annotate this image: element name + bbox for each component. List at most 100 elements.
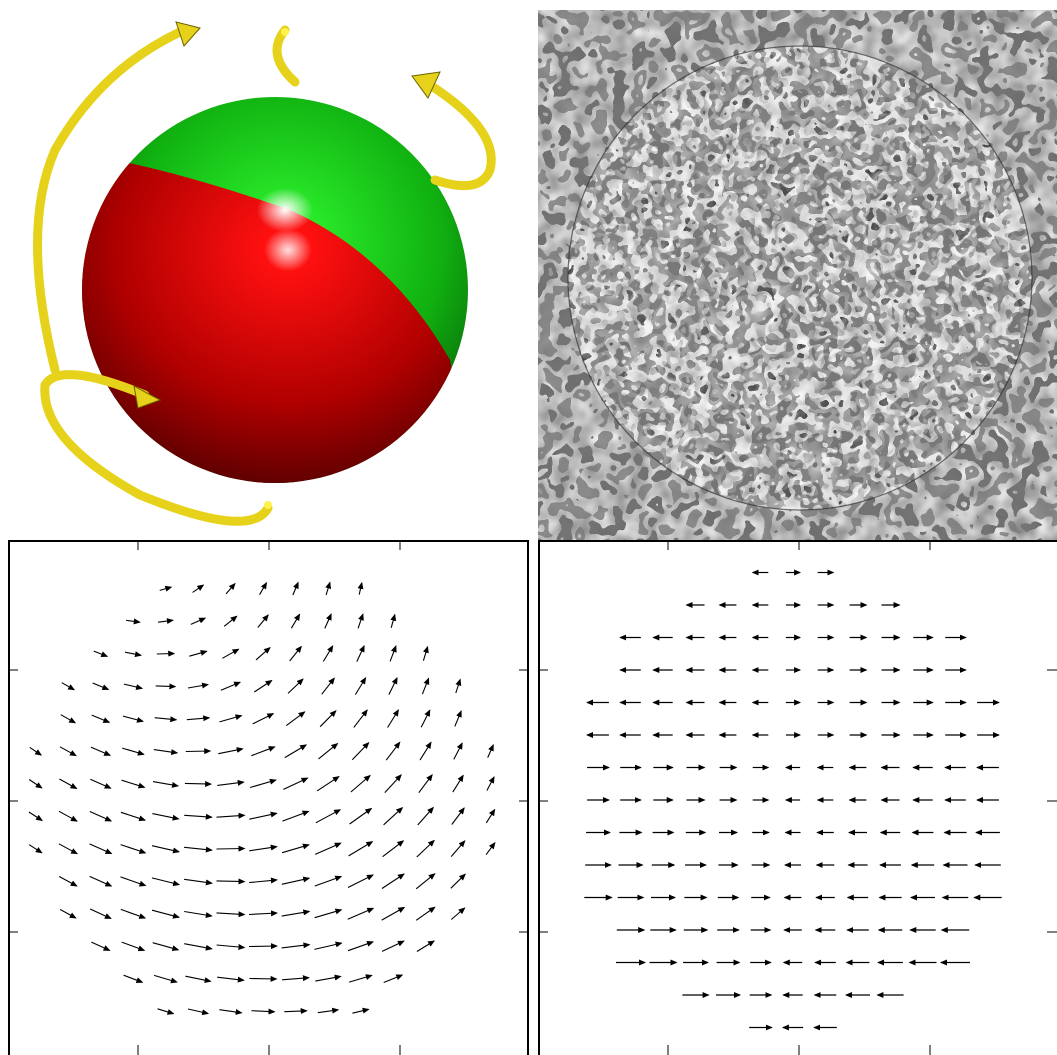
vector-arrow bbox=[314, 941, 343, 950]
vector-arrow bbox=[451, 807, 465, 825]
vector-arrow bbox=[249, 844, 278, 852]
vector-arrow bbox=[315, 809, 342, 824]
vector-arrow bbox=[91, 714, 111, 723]
vector-arrow bbox=[216, 943, 246, 950]
rotation-arrow-right bbox=[425, 80, 496, 191]
vector-arrow bbox=[317, 1007, 340, 1014]
vector-arrow bbox=[316, 776, 340, 792]
vector-arrow bbox=[452, 774, 464, 793]
vector-arrow bbox=[58, 810, 78, 822]
vector-arrow bbox=[290, 613, 301, 629]
vector-arrow bbox=[390, 613, 397, 628]
rotation-arrowheads bbox=[133, 21, 441, 409]
vector-arrow bbox=[281, 876, 311, 885]
vector-arrow bbox=[415, 873, 436, 890]
vector-arrow bbox=[416, 940, 435, 952]
vector-arrow bbox=[184, 878, 213, 886]
vector-arrow bbox=[387, 709, 399, 728]
vector-arrow bbox=[154, 716, 178, 723]
vector-arrow bbox=[121, 779, 146, 789]
vector-arrow bbox=[151, 845, 180, 854]
vector-arrow bbox=[252, 713, 275, 725]
vector-arrow bbox=[249, 778, 277, 789]
vector-arrow bbox=[184, 943, 213, 951]
vector-arrow bbox=[314, 875, 343, 887]
vector-arrow bbox=[415, 906, 436, 921]
vector-arrow bbox=[153, 749, 179, 756]
sphere-red-hemisphere bbox=[82, 160, 468, 483]
vector-arrow bbox=[453, 742, 463, 760]
vector-arrow bbox=[354, 677, 367, 695]
vector-arrow bbox=[385, 741, 401, 761]
vector-arrow bbox=[251, 746, 276, 757]
vector-arrow bbox=[220, 681, 242, 691]
vector-arrow bbox=[126, 618, 141, 625]
vector-arrow bbox=[121, 941, 146, 952]
sphere-highlight bbox=[257, 188, 313, 232]
arrowhead-top-left-icon bbox=[175, 21, 201, 47]
rotation-arrow-bottom bbox=[40, 370, 273, 526]
vector-arrow bbox=[292, 581, 299, 596]
axis-ticks bbox=[540, 542, 1057, 1055]
vector-arrow bbox=[486, 776, 495, 791]
vector-arrow bbox=[155, 683, 177, 690]
vector-field-left-plot bbox=[8, 540, 529, 1055]
vector-arrow bbox=[381, 906, 406, 921]
rotation-arrow-left bbox=[33, 27, 185, 375]
vector-arrow bbox=[259, 581, 268, 595]
vector-arrow bbox=[28, 811, 43, 822]
vector-arrow bbox=[28, 844, 43, 854]
vector-arrow bbox=[388, 677, 398, 695]
vector-arrow bbox=[91, 941, 111, 951]
vector-arrow bbox=[422, 645, 429, 661]
rotation-arrows bbox=[33, 25, 496, 526]
vector-arrow bbox=[184, 910, 213, 918]
vector-arrow bbox=[157, 1008, 175, 1015]
vector-arrow bbox=[347, 874, 374, 888]
arrowhead-bottom-icon bbox=[133, 385, 162, 409]
rotation-tip-top-icon bbox=[281, 28, 289, 36]
vector-arrow bbox=[487, 743, 494, 758]
vector-arrow bbox=[253, 679, 273, 693]
vector-arrow bbox=[156, 650, 176, 657]
vector-arrow bbox=[347, 907, 375, 920]
vector-arrow bbox=[357, 613, 364, 629]
vector-arrow bbox=[184, 813, 213, 820]
vector-arrow bbox=[187, 682, 209, 689]
noise-sphere bbox=[568, 46, 1032, 510]
vector-arrow bbox=[61, 682, 76, 691]
vector-arrow bbox=[151, 909, 180, 919]
vector-arrow bbox=[485, 841, 496, 856]
vector-arrow bbox=[282, 975, 310, 982]
vector-arrow bbox=[184, 846, 213, 853]
vector-arrow bbox=[282, 810, 310, 822]
vector-arrow bbox=[249, 877, 278, 884]
vector-arrow bbox=[120, 844, 147, 854]
vector-arrow bbox=[356, 644, 365, 662]
vector-arrow bbox=[485, 808, 496, 824]
vector-arrow bbox=[287, 678, 304, 694]
vector-arrow bbox=[59, 909, 77, 919]
vector-arrow bbox=[417, 806, 434, 826]
vector-arrow bbox=[352, 1007, 370, 1014]
vector-arrow bbox=[152, 781, 179, 788]
vector-arrow bbox=[123, 683, 144, 690]
vector-arrow bbox=[216, 911, 246, 918]
vector-arrow bbox=[319, 710, 337, 728]
vector-arrow bbox=[248, 943, 278, 950]
vector-arrow bbox=[152, 942, 180, 952]
vector-arrow bbox=[283, 777, 309, 790]
vector-arrow bbox=[189, 650, 208, 657]
noise-texture-figure bbox=[538, 10, 1057, 540]
vector-arrow bbox=[421, 677, 430, 695]
rotating-sphere-panel bbox=[0, 0, 530, 535]
vector-arrows bbox=[28, 581, 496, 1016]
vector-arrow bbox=[418, 773, 433, 794]
vector-arrow bbox=[324, 613, 332, 629]
vector-arrow bbox=[216, 878, 246, 885]
vector-arrow bbox=[450, 907, 466, 920]
plot-frame bbox=[538, 540, 1057, 1055]
vector-arrow bbox=[285, 711, 306, 727]
vector-arrow bbox=[58, 843, 78, 855]
vector-arrow bbox=[281, 843, 310, 854]
